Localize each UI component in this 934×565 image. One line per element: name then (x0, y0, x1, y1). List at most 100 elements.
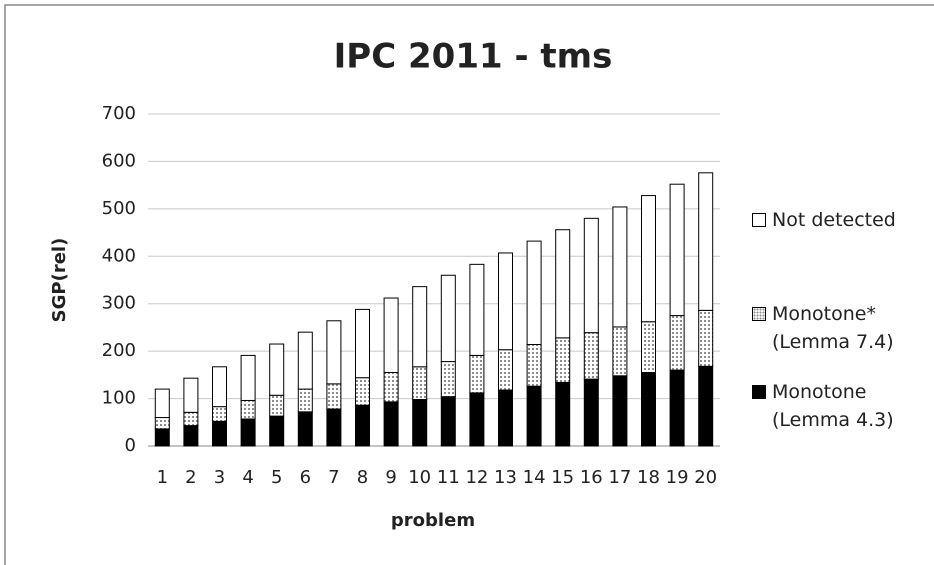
bar-segment (498, 349, 513, 391)
bar-segment (469, 392, 485, 447)
bar-segment (555, 229, 571, 339)
bar-segment (669, 315, 685, 371)
bar-segment (469, 354, 485, 394)
bar-segment (240, 354, 256, 401)
legend-item: Not detected (752, 206, 927, 234)
bar-segment (669, 369, 685, 447)
bar-segment (583, 332, 599, 380)
bar-segment (698, 172, 714, 311)
bar-segment (154, 417, 170, 430)
y-tick-label: 700 (102, 103, 136, 124)
x-tick-label: 19 (666, 467, 689, 488)
legend-swatch (752, 213, 766, 227)
bar-segment (583, 378, 599, 447)
bar-segment (469, 263, 485, 356)
bar-segment (412, 366, 428, 401)
bar-segment (326, 320, 342, 385)
bar-segment (297, 388, 313, 413)
bar-segment (212, 420, 227, 447)
legend-swatch (752, 385, 766, 399)
bar-segment (412, 399, 428, 447)
x-tick-label: 15 (551, 467, 574, 488)
bar-segment (183, 425, 199, 447)
bar-segment (641, 195, 656, 323)
bar-segment (440, 274, 456, 363)
bar-segment (212, 406, 227, 422)
x-tick-label: 9 (385, 467, 396, 488)
bar-segment (269, 394, 285, 417)
bar-segment (154, 388, 170, 419)
bar-segment (526, 385, 542, 447)
bar-segment (383, 401, 399, 447)
bar-segment (326, 383, 342, 410)
bar-segment (355, 377, 370, 406)
bar-segment (612, 326, 628, 377)
x-tick-label: 20 (694, 467, 717, 488)
legend-label: Monotone (Lemma 4.3) (772, 381, 894, 431)
bar-segment (355, 404, 370, 447)
bar-segment (412, 286, 428, 368)
bar-segment (641, 371, 656, 447)
x-tick-label: 17 (608, 467, 631, 488)
x-axis-label: problem (391, 510, 475, 531)
x-tick-label: 13 (494, 467, 517, 488)
x-tick-label: 5 (271, 467, 282, 488)
x-tick-label: 6 (300, 467, 311, 488)
x-tick-label: 3 (214, 467, 225, 488)
x-tick-label: 4 (242, 467, 253, 488)
bar-segment (440, 361, 456, 398)
x-tick-label: 18 (637, 467, 660, 488)
legend-swatch (752, 307, 766, 321)
legend-item: Monotone* (Lemma 7.4) (752, 300, 927, 356)
bar-segment (269, 343, 285, 396)
bar-segment (440, 396, 456, 447)
x-tick-label: 16 (580, 467, 603, 488)
y-tick-label: 0 (125, 435, 136, 456)
bar-segment (355, 308, 370, 379)
bar-segment (297, 411, 313, 447)
bar-segment (383, 371, 399, 403)
bar-segment (269, 415, 285, 447)
y-axis-label: SGP(rel) (49, 238, 70, 323)
bar-segment (240, 418, 256, 447)
bar-segment (212, 366, 227, 408)
x-tick-label: 8 (357, 467, 368, 488)
x-tick-label: 10 (408, 467, 431, 488)
bar-segment (183, 411, 199, 427)
x-tick-label: 2 (185, 467, 196, 488)
y-tick-label: 400 (102, 245, 136, 266)
bar-segment (698, 365, 714, 447)
y-tick-label: 200 (102, 340, 136, 361)
chart-title: IPC 2011 - tms (334, 37, 613, 77)
bar-segment (555, 381, 571, 447)
y-tick-label: 100 (102, 388, 136, 409)
legend-item: Monotone (Lemma 4.3) (752, 378, 927, 434)
x-tick-label: 1 (157, 467, 168, 488)
x-tick-label: 14 (523, 467, 546, 488)
bar-segment (526, 240, 542, 346)
legend-label: Monotone* (Lemma 7.4) (772, 303, 894, 353)
y-tick-label: 600 (102, 150, 136, 171)
x-tick-label: 12 (465, 467, 488, 488)
bar-segment (297, 331, 313, 390)
bar-segment (526, 344, 542, 387)
bar-segment (498, 389, 513, 447)
bar-segment (154, 428, 170, 447)
bar-segment (612, 206, 628, 328)
y-tick-label: 500 (102, 198, 136, 219)
x-tick-label: 11 (437, 467, 460, 488)
bar-segment (669, 183, 685, 317)
bar-segment (240, 399, 256, 420)
bar-segment (326, 408, 342, 447)
bar-segment (641, 321, 656, 373)
x-tick-label: 7 (328, 467, 339, 488)
y-tick-label: 300 (102, 293, 136, 314)
bar-segment (498, 252, 513, 351)
legend-label: Not detected (772, 209, 896, 231)
bar-segment (383, 297, 399, 373)
frame (4, 4, 934, 565)
bar-segment (698, 309, 714, 367)
bar-segment (583, 217, 599, 334)
